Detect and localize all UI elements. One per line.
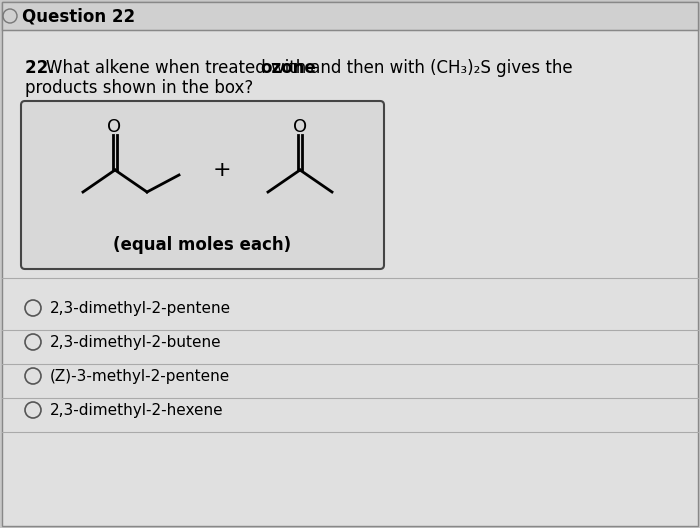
Text: Question 22: Question 22 [22, 7, 135, 25]
Text: (Z)-3-methyl-2-pentene: (Z)-3-methyl-2-pentene [50, 369, 230, 383]
Text: +: + [213, 160, 231, 180]
Text: (equal moles each): (equal moles each) [113, 236, 292, 254]
Text: 2,3-dimethyl-2-butene: 2,3-dimethyl-2-butene [50, 335, 222, 350]
Text: O: O [107, 118, 121, 136]
Text: O: O [293, 118, 307, 136]
Text: ozone: ozone [260, 59, 316, 77]
Text: and then with (CH₃)₂S gives the: and then with (CH₃)₂S gives the [305, 59, 573, 77]
Text: What alkene when treated with: What alkene when treated with [46, 59, 312, 77]
Text: 2,3-dimethyl-2-hexene: 2,3-dimethyl-2-hexene [50, 402, 223, 418]
Text: 22.: 22. [25, 59, 60, 77]
Text: products shown in the box?: products shown in the box? [25, 79, 253, 97]
FancyBboxPatch shape [2, 2, 698, 30]
Text: 2,3-dimethyl-2-pentene: 2,3-dimethyl-2-pentene [50, 300, 231, 316]
FancyBboxPatch shape [21, 101, 384, 269]
